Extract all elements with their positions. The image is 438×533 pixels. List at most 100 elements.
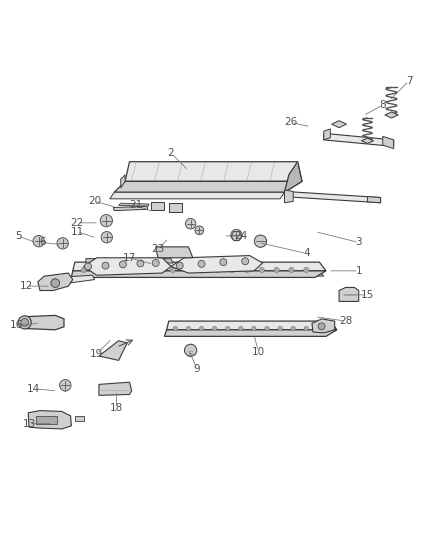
Circle shape [317, 326, 321, 330]
Circle shape [152, 260, 159, 266]
Circle shape [185, 268, 190, 272]
Polygon shape [383, 136, 394, 149]
Text: 10: 10 [252, 346, 265, 357]
Polygon shape [75, 416, 84, 422]
Polygon shape [324, 133, 394, 147]
Circle shape [278, 326, 283, 330]
Polygon shape [71, 271, 326, 277]
Polygon shape [73, 270, 324, 276]
Circle shape [21, 318, 28, 326]
Polygon shape [171, 256, 263, 273]
Circle shape [304, 268, 309, 272]
Circle shape [96, 268, 101, 272]
Circle shape [137, 260, 144, 267]
Circle shape [244, 268, 250, 272]
Circle shape [126, 268, 131, 272]
Text: 11: 11 [71, 227, 84, 237]
Text: 7: 7 [406, 76, 412, 86]
Polygon shape [110, 192, 285, 199]
Polygon shape [44, 275, 95, 290]
Polygon shape [169, 203, 182, 212]
Text: 22: 22 [71, 218, 84, 228]
Text: 14: 14 [27, 384, 40, 394]
Text: 20: 20 [88, 196, 101, 206]
Circle shape [215, 268, 220, 272]
Circle shape [195, 226, 204, 235]
Circle shape [173, 326, 177, 330]
Circle shape [102, 262, 109, 269]
Text: 6: 6 [39, 238, 46, 247]
Text: 23: 23 [151, 244, 165, 254]
Polygon shape [285, 191, 381, 203]
Circle shape [304, 326, 308, 330]
Polygon shape [28, 410, 71, 429]
Circle shape [111, 268, 116, 272]
Circle shape [186, 326, 191, 330]
Polygon shape [86, 259, 173, 263]
Circle shape [101, 231, 113, 243]
Text: 21: 21 [129, 200, 143, 211]
Polygon shape [285, 161, 302, 192]
Polygon shape [312, 319, 335, 333]
Circle shape [289, 268, 294, 272]
Polygon shape [73, 262, 326, 271]
Text: 4: 4 [303, 248, 310, 259]
Circle shape [318, 323, 325, 330]
Circle shape [199, 326, 204, 330]
Circle shape [259, 268, 265, 272]
Text: 13: 13 [22, 419, 36, 429]
Polygon shape [119, 203, 149, 206]
Polygon shape [84, 258, 171, 275]
Polygon shape [324, 129, 330, 140]
Polygon shape [99, 341, 127, 360]
Polygon shape [121, 175, 125, 188]
Circle shape [81, 268, 86, 272]
Text: 5: 5 [15, 231, 21, 241]
Text: 28: 28 [339, 316, 352, 326]
Circle shape [291, 326, 295, 330]
Polygon shape [339, 287, 359, 302]
Circle shape [198, 261, 205, 268]
Text: 26: 26 [284, 117, 298, 127]
Polygon shape [361, 138, 374, 143]
Circle shape [220, 259, 227, 265]
Circle shape [120, 261, 127, 268]
Polygon shape [38, 273, 73, 290]
Polygon shape [367, 197, 381, 203]
Text: 19: 19 [90, 349, 103, 359]
Circle shape [274, 268, 279, 272]
Text: 2: 2 [168, 148, 174, 158]
Polygon shape [114, 181, 302, 192]
Circle shape [254, 235, 267, 247]
Polygon shape [25, 316, 64, 330]
Circle shape [265, 326, 269, 330]
Circle shape [226, 326, 230, 330]
Text: 24: 24 [234, 231, 247, 241]
Circle shape [176, 262, 183, 269]
Circle shape [51, 279, 60, 287]
Circle shape [60, 379, 71, 391]
Circle shape [230, 268, 235, 272]
Polygon shape [385, 112, 398, 118]
Polygon shape [231, 231, 242, 240]
Circle shape [57, 238, 68, 249]
Circle shape [85, 263, 92, 270]
Text: 3: 3 [355, 238, 362, 247]
Polygon shape [164, 330, 337, 336]
Text: 12: 12 [20, 281, 34, 291]
Circle shape [212, 326, 217, 330]
Text: 15: 15 [361, 290, 374, 300]
Text: 8: 8 [379, 100, 386, 110]
Text: 9: 9 [194, 364, 201, 374]
Polygon shape [166, 321, 337, 330]
Circle shape [184, 344, 197, 357]
Circle shape [141, 268, 146, 272]
Text: 1: 1 [355, 266, 362, 276]
Circle shape [200, 268, 205, 272]
Polygon shape [113, 206, 148, 211]
Circle shape [239, 326, 243, 330]
Polygon shape [99, 382, 132, 395]
Polygon shape [155, 247, 193, 258]
Polygon shape [35, 416, 57, 424]
Text: 16: 16 [9, 320, 23, 330]
